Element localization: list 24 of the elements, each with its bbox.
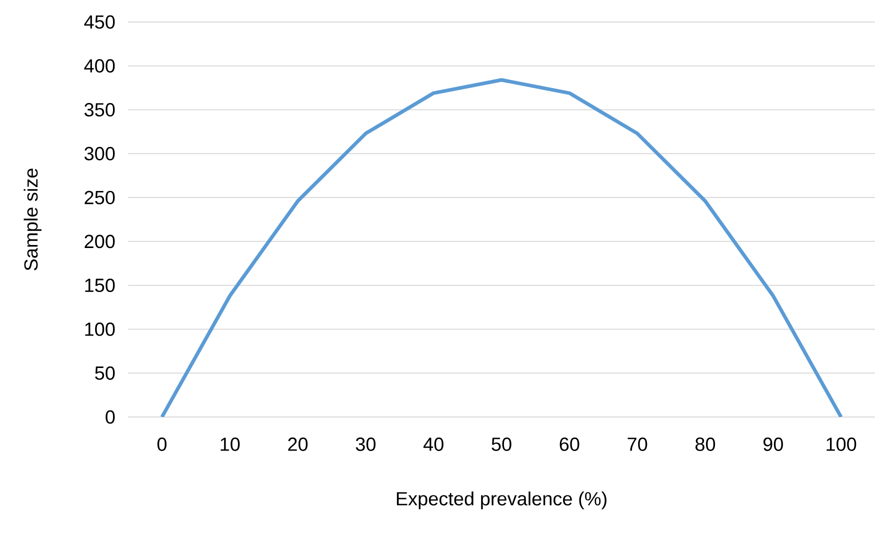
y-tick-label: 0 <box>106 410 115 424</box>
x-tick-label: 50 <box>492 438 512 451</box>
x-tick-label: 70 <box>628 438 648 451</box>
x-tick-label: 100 <box>826 438 856 451</box>
y-tick-label: 400 <box>84 59 115 73</box>
x-tick-label: 60 <box>560 438 580 451</box>
x-tick-label: 80 <box>695 438 716 451</box>
y-tick-label: 100 <box>85 322 115 336</box>
y-tick-label: 250 <box>84 190 115 204</box>
y-tick-label: 450 <box>84 15 115 29</box>
x-tick-label: 0 <box>157 438 167 451</box>
x-tick-label: 90 <box>763 438 783 451</box>
x-tick-label: 10 <box>220 438 240 451</box>
y-tick-label: 150 <box>85 278 115 292</box>
y-axis-title: Sample size <box>24 168 42 270</box>
x-tick-label: 30 <box>356 438 376 451</box>
line-series <box>160 78 843 417</box>
y-tick-label: 350 <box>84 103 115 116</box>
y-tick-label: 300 <box>84 146 115 160</box>
y-tick-label: 50 <box>95 366 115 380</box>
x-tick-label: 40 <box>423 438 444 451</box>
y-tick-label: 200 <box>84 234 115 248</box>
x-tick-label: 20 <box>288 438 308 451</box>
x-axis-title: Expected prevalence (%) <box>396 492 606 510</box>
